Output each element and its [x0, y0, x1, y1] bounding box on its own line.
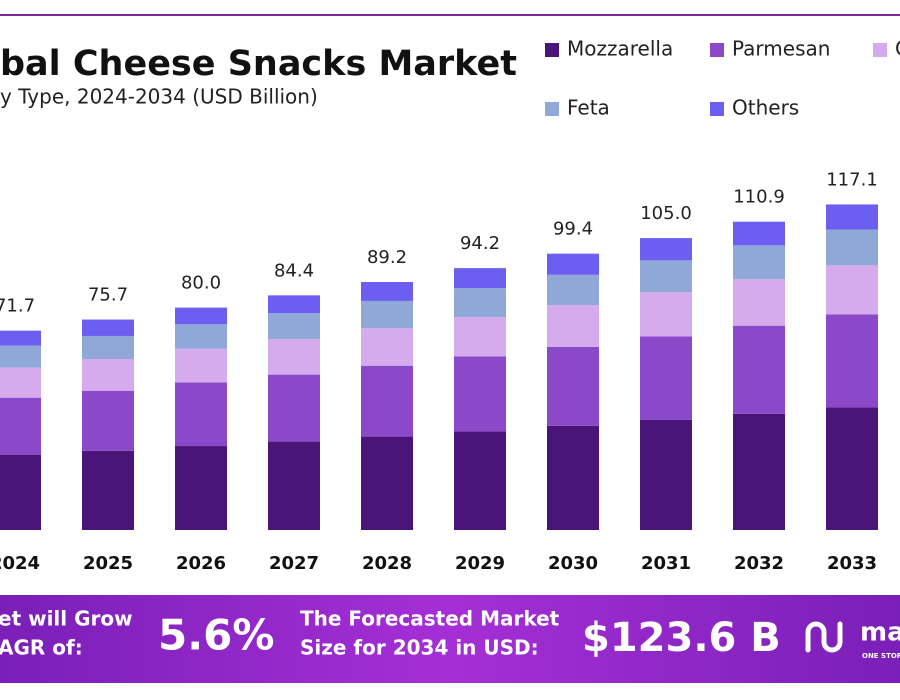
legend-label: Mozzarella — [567, 37, 673, 61]
bar-segment — [0, 454, 41, 530]
bar-segment — [82, 359, 134, 391]
bar-segment — [0, 345, 41, 368]
banner-line: AGR of: — [0, 636, 83, 660]
x-tick-label: 2025 — [83, 553, 133, 574]
bar-segment — [733, 413, 785, 530]
x-tick-label: 2032 — [734, 553, 784, 574]
x-tick-label: 2024 — [0, 553, 40, 574]
total-label: 105.0 — [640, 203, 692, 224]
x-tick-label: 2026 — [176, 553, 226, 574]
x-tick-label: 2031 — [641, 553, 691, 574]
bar-segment — [0, 330, 41, 346]
legend-swatch — [545, 102, 559, 116]
bar-segment — [826, 314, 878, 408]
bar-segment — [82, 390, 134, 451]
logo-sub: ONE STOR — [862, 652, 900, 660]
bar-segment — [547, 305, 599, 347]
bar-segment — [733, 245, 785, 280]
bar-segment — [175, 348, 227, 383]
total-label: 89.2 — [367, 247, 407, 268]
bar-segment — [826, 204, 878, 230]
bar-segment — [547, 274, 599, 306]
bar-segment — [547, 253, 599, 275]
chart-subtitle: y Type, 2024-2034 (USD Billion) — [0, 85, 318, 109]
legend-label: Others — [732, 96, 799, 120]
bar-segment — [361, 300, 413, 329]
total-label: 84.4 — [274, 260, 314, 281]
plot: 71.7 2024 75.7 2025 80.0 2026 84.4 2027 89.2 2028… — [0, 169, 878, 574]
bar-segment — [640, 419, 692, 530]
x-tick-label: 2028 — [362, 553, 412, 574]
bar-segment — [826, 407, 878, 530]
total-label: 71.7 — [0, 296, 35, 317]
bar-segment — [547, 425, 599, 530]
market-size: $123.6 B — [582, 615, 781, 661]
legend-swatch — [710, 43, 724, 57]
x-tick-label: 2030 — [548, 553, 598, 574]
bar-segment — [175, 324, 227, 349]
legend-label: Parmesan — [732, 37, 830, 61]
logo: ma — [860, 618, 900, 648]
cagr: 5.6% — [158, 611, 274, 660]
bar-segment — [454, 288, 506, 318]
legend: Mozzarella Parmesan C Feta Others — [545, 37, 900, 120]
total-label: 80.0 — [181, 273, 221, 294]
bar-segment — [640, 336, 692, 420]
x-tick-label: 2033 — [827, 553, 877, 574]
legend-label: C — [895, 37, 900, 61]
bar-segment — [361, 436, 413, 530]
legend-swatch — [873, 43, 887, 57]
total-label: 117.1 — [826, 169, 878, 190]
bar-segment — [0, 367, 41, 398]
x-tick-label: 2029 — [455, 553, 505, 574]
bar-segment — [547, 346, 599, 426]
bar-segment — [82, 319, 134, 336]
bar-segment — [454, 356, 506, 432]
bar-segment — [640, 260, 692, 293]
banner-line: The Forecasted Market — [300, 607, 560, 631]
legend-swatch — [710, 102, 724, 116]
bar-segment — [361, 282, 413, 301]
bar-segment — [268, 374, 320, 442]
banner-line: et will Grow — [0, 607, 133, 631]
banner-text: et will Grow AGR of: 5.6% The Forecasted… — [0, 607, 900, 662]
bar-segment — [175, 307, 227, 325]
legend-swatch — [545, 43, 559, 57]
bar-segment — [175, 446, 227, 530]
bar-segment — [454, 317, 506, 357]
bar-segment — [82, 450, 134, 530]
chart-title: bal Cheese Snacks Market — [0, 44, 517, 84]
bar-segment — [268, 313, 320, 340]
total-label: 110.9 — [733, 187, 785, 208]
x-tick-label: 2027 — [269, 553, 319, 574]
bar-segment — [268, 295, 320, 314]
banner — [0, 595, 900, 683]
logo-icon — [805, 621, 843, 653]
bar-segment — [454, 268, 506, 289]
bar-segment — [268, 339, 320, 375]
bar-segment — [268, 441, 320, 530]
bar-segment — [361, 328, 413, 366]
total-label: 99.4 — [553, 219, 593, 240]
bar-segment — [454, 431, 506, 530]
bar-segment — [826, 265, 878, 315]
bar-segment — [0, 397, 41, 455]
bar-segment — [361, 365, 413, 437]
legend-label: Feta — [567, 96, 610, 120]
bar-segment — [733, 279, 785, 326]
total-label: 94.2 — [460, 233, 500, 254]
bar-segment — [733, 325, 785, 414]
bar-segment — [733, 221, 785, 246]
banner-line: Size for 2034 in USD: — [300, 636, 539, 660]
bar-segment — [82, 335, 134, 360]
bar-segment — [175, 382, 227, 447]
bar-segment — [640, 292, 692, 337]
bar-segment — [640, 238, 692, 261]
total-label: 75.7 — [88, 285, 128, 306]
bar-segment — [826, 229, 878, 266]
